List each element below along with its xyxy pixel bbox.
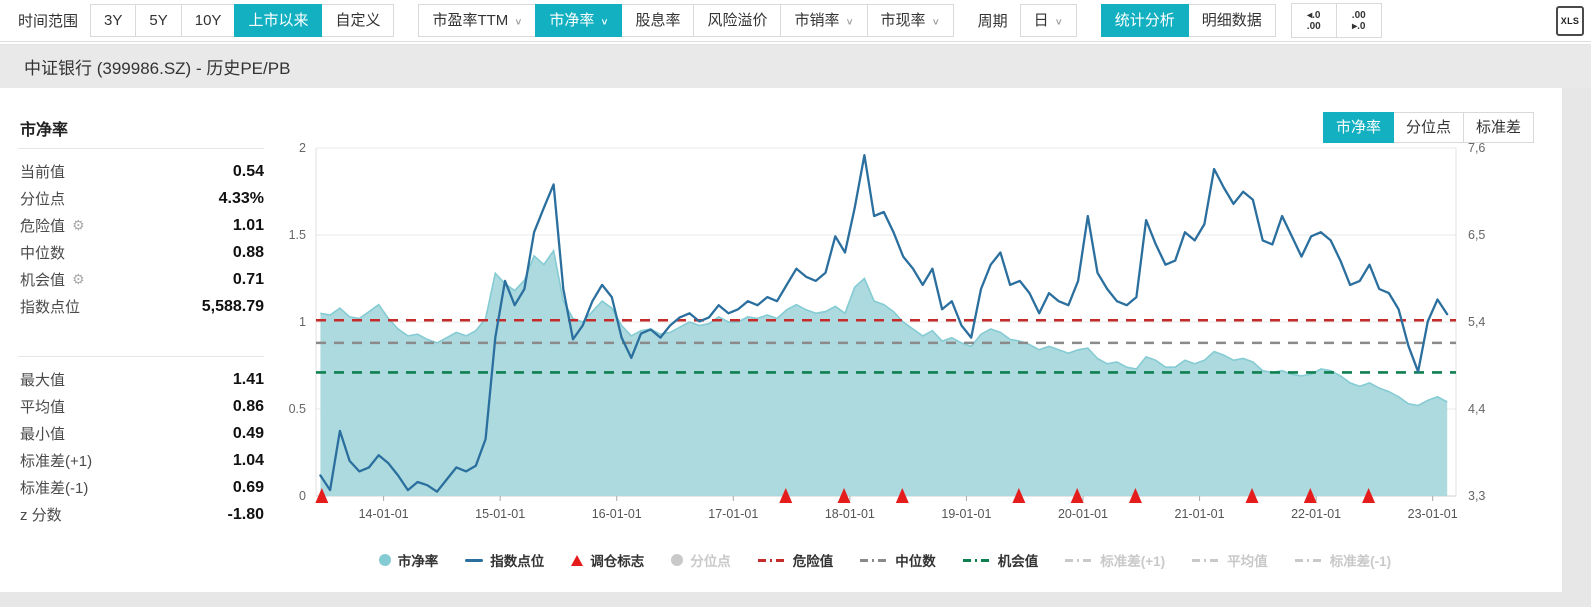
page-title: 中证银行 (399986.SZ) - 历史PE/PB <box>24 59 291 78</box>
analysis-group: 统计分析 明细数据 <box>1100 4 1276 37</box>
stat-row-median: 中位数 0.88 <box>20 243 264 263</box>
std-minus1-dash-icon <box>1294 558 1323 562</box>
divider <box>18 356 264 357</box>
metric-button-pe-ttm[interactable]: 市盈率TTM ∨ <box>418 4 537 37</box>
time-button-3y[interactable]: 3Y <box>90 4 137 37</box>
pb-history-chart: 0 0.5 1 1.5 2 3,347 4,420 5,493 6,566 7,639 14-01-… <box>289 141 1486 521</box>
stat-row-opportunity: 机会值 ⚙ 0.71 <box>20 270 264 290</box>
stat-row-index-level: 指数点位 5,588.79 <box>20 297 264 317</box>
svg-text:19-01-01: 19-01-01 <box>941 507 991 521</box>
chevron-down-icon: ∨ <box>845 17 854 27</box>
gear-icon[interactable]: ⚙ <box>72 271 85 287</box>
svg-text:0: 0 <box>299 489 306 503</box>
svg-text:0.5: 0.5 <box>289 402 306 416</box>
stat-row-std-plus1: 标准差(+1) 1.04 <box>20 451 264 471</box>
svg-text:22-01-01: 22-01-01 <box>1291 507 1341 521</box>
chevron-down-icon: ∨ <box>600 17 609 27</box>
statistical-analysis-button[interactable]: 统计分析 <box>1100 4 1189 37</box>
stat-row-zscore: z 分数 -1.80 <box>20 505 264 525</box>
chevron-down-icon: ∨ <box>931 17 940 27</box>
time-button-custom[interactable]: 自定义 <box>321 4 395 37</box>
svg-text:2: 2 <box>299 141 306 155</box>
legend-item-std-minus1[interactable]: 标准差(-1) <box>1294 550 1391 570</box>
svg-text:18-01-01: 18-01-01 <box>825 507 875 521</box>
opportunity-dash-icon <box>962 558 991 562</box>
time-button-since-listing[interactable]: 上市以来 <box>234 4 323 37</box>
gear-icon[interactable]: ⚙ <box>72 217 85 233</box>
top-toolbar: 时间范围 3Y 5Y 10Y 上市以来 自定义 市盈率TTM ∨ 市净率 ∨ 股息率… <box>0 0 1591 42</box>
increase-decimals-button[interactable]: .00 ▸.0 <box>1335 3 1382 38</box>
chevron-down-icon: ∨ <box>1054 17 1063 27</box>
legend-item-std-plus1[interactable]: 标准差(+1) <box>1065 550 1165 570</box>
metric-group: 市盈率TTM ∨ 市净率 ∨ 股息率 风险溢价 市销率 ∨ 市现率 ∨ <box>418 4 954 37</box>
svg-text:5,493: 5,493 <box>1468 315 1486 329</box>
legend-item-danger[interactable]: 危险值 <box>757 550 833 570</box>
chart-legend: 市净率 指数点位 调仓标志 分位点 危险值 中位数 机会值 标准差(+1) <box>300 550 1470 570</box>
legend-item-median[interactable]: 中位数 <box>860 550 936 570</box>
metric-button-pcf[interactable]: 市现率 ∨ <box>866 4 954 37</box>
metric-button-ps[interactable]: 市销率 ∨ <box>780 4 868 37</box>
stat-row-danger: 危险值 ⚙ 1.01 <box>20 216 264 236</box>
index-line-icon <box>465 558 484 562</box>
legend-item-percentile[interactable]: 分位点 <box>671 550 731 570</box>
metric-button-pb[interactable]: 市净率 ∨ <box>535 4 623 37</box>
divider <box>18 148 264 149</box>
stat-row-min: 最小值 0.49 <box>20 424 264 444</box>
svg-text:16-01-01: 16-01-01 <box>592 507 642 521</box>
chevron-down-icon: ∨ <box>514 17 523 27</box>
svg-text:1: 1 <box>299 315 306 329</box>
pb-series-icon <box>378 554 391 566</box>
svg-text:6,566: 6,566 <box>1468 228 1486 242</box>
std-plus1-dash-icon <box>1065 558 1094 562</box>
svg-text:1.5: 1.5 <box>289 228 306 242</box>
svg-text:7,639: 7,639 <box>1468 141 1486 155</box>
mean-dash-icon <box>1192 558 1221 562</box>
tab-pb[interactable]: 市净率 <box>1322 112 1394 143</box>
decrease-decimals-button[interactable]: ◂.0 .00 <box>1290 3 1337 38</box>
export-xls-icon[interactable]: XLS <box>1556 6 1584 36</box>
svg-text:4,420: 4,420 <box>1468 402 1486 416</box>
time-button-10y[interactable]: 10Y <box>180 4 236 37</box>
legend-item-rebalance[interactable]: 调仓标志 <box>571 550 644 570</box>
stat-row-mean: 平均值 0.86 <box>20 397 264 417</box>
legend-item-opportunity[interactable]: 机会值 <box>962 550 1038 570</box>
svg-text:14-01-01: 14-01-01 <box>359 507 409 521</box>
main-panel: 市净率 当前值 0.54 分位点 4.33% 危险值 ⚙ 1.01 中位数 0.88 机会… <box>0 88 1562 592</box>
chart-mode-tabs: 市净率 分位点 标准差 <box>1322 112 1534 143</box>
time-button-5y[interactable]: 5Y <box>135 4 182 37</box>
stat-row-max: 最大值 1.41 <box>20 370 264 390</box>
stat-row-percentile: 分位点 4.33% <box>20 189 264 209</box>
rebalance-triangle-icon <box>571 554 584 566</box>
metric-button-risk-premium[interactable]: 风险溢价 <box>693 4 782 37</box>
period-select[interactable]: 日 ∨ <box>1019 4 1077 37</box>
stat-row-current: 当前值 0.54 <box>20 162 264 182</box>
time-range-group: 3Y 5Y 10Y 上市以来 自定义 <box>90 4 395 37</box>
header-band: 中证银行 (399986.SZ) - 历史PE/PB <box>0 45 1591 88</box>
svg-text:3,347: 3,347 <box>1468 489 1486 503</box>
period-label: 周期 <box>977 13 1008 30</box>
percentile-series-icon <box>671 554 684 566</box>
stat-row-std-minus1: 标准差(-1) 0.69 <box>20 478 264 498</box>
svg-text:21-01-01: 21-01-01 <box>1175 507 1225 521</box>
svg-text:23-01-01: 23-01-01 <box>1408 507 1458 521</box>
danger-dash-icon <box>757 558 786 562</box>
svg-text:17-01-01: 17-01-01 <box>708 507 758 521</box>
metric-button-dividend-yield[interactable]: 股息率 <box>621 4 695 37</box>
panel-title: 市净率 <box>20 122 69 139</box>
median-dash-icon <box>860 558 889 562</box>
legend-item-pb[interactable]: 市净率 <box>378 550 438 570</box>
legend-item-mean[interactable]: 平均值 <box>1192 550 1268 570</box>
svg-text:20-01-01: 20-01-01 <box>1058 507 1108 521</box>
detail-data-button[interactable]: 明细数据 <box>1187 4 1276 37</box>
time-range-label: 时间范围 <box>18 13 79 30</box>
legend-item-index[interactable]: 指数点位 <box>465 550 544 570</box>
decimal-format-group: ◂.0 .00 .00 ▸.0 <box>1290 3 1382 38</box>
tab-stddev[interactable]: 标准差 <box>1462 112 1534 143</box>
svg-text:15-01-01: 15-01-01 <box>475 507 525 521</box>
